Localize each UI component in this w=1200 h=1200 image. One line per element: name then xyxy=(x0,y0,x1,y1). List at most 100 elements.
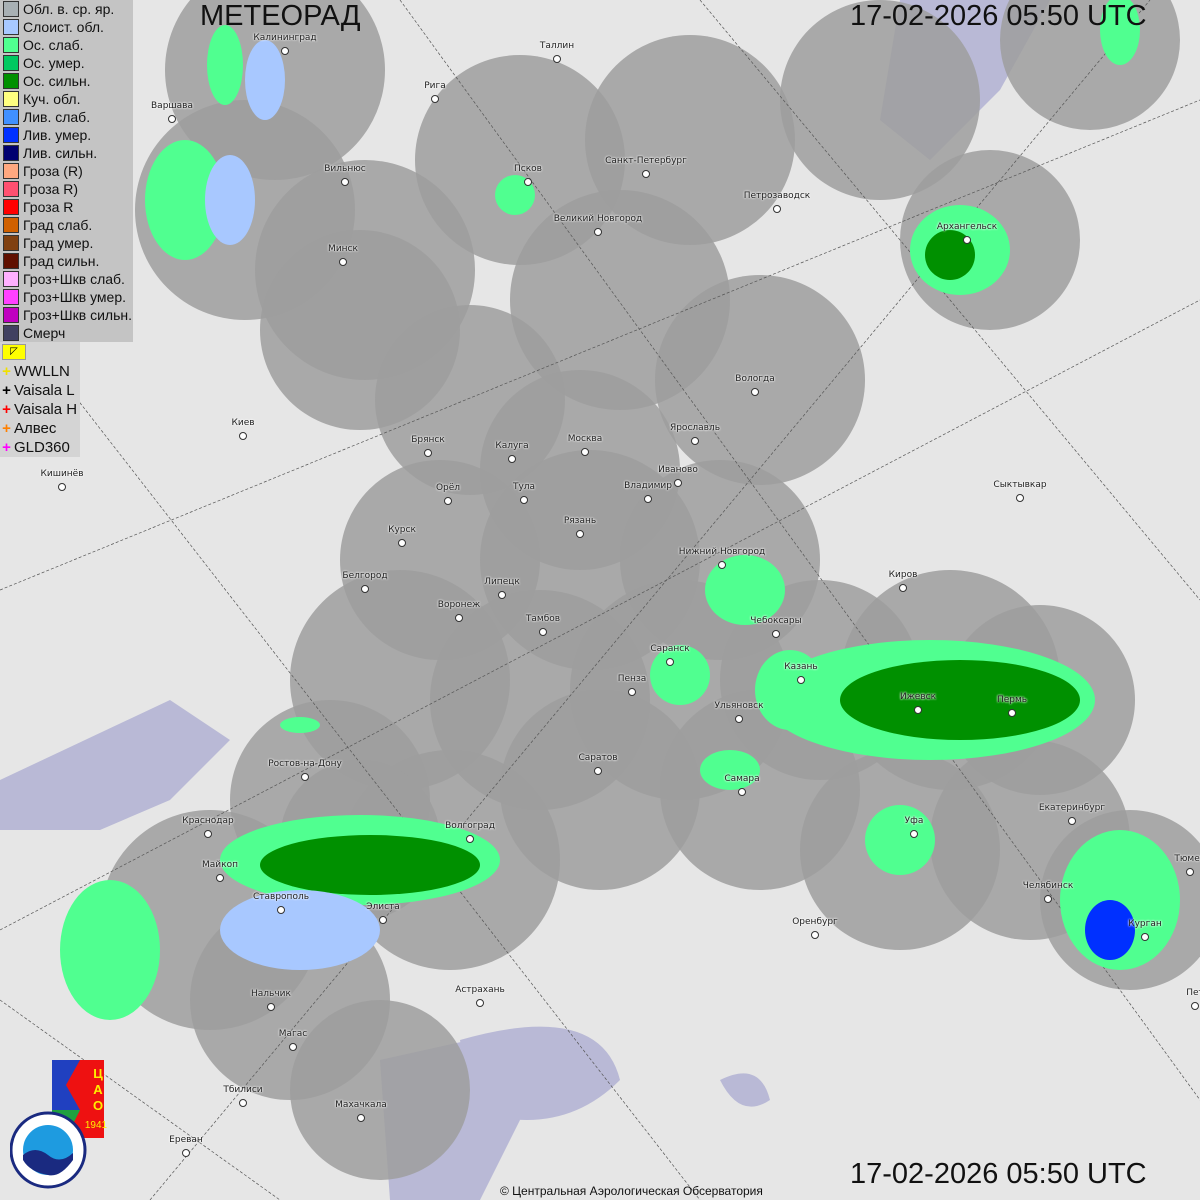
legend-item: Гроза R xyxy=(0,198,133,216)
city-label: Майкоп xyxy=(202,860,238,870)
precip-echo xyxy=(650,645,710,705)
lightning-source-item: + GLD360 xyxy=(0,438,80,457)
city-label: Оренбург xyxy=(792,917,838,927)
city-marker xyxy=(466,835,474,843)
city-label: Волгоград xyxy=(445,821,495,831)
radar-coverage xyxy=(100,0,1200,1180)
legend-item: Куч. обл. xyxy=(0,90,133,108)
graticule-line xyxy=(0,299,701,1200)
city-marker xyxy=(216,874,224,882)
city-marker xyxy=(642,170,650,178)
city-marker xyxy=(58,483,66,491)
radar-toggle-button[interactable]: ◸ xyxy=(2,344,26,360)
legend-swatch xyxy=(3,109,19,125)
legend-item: Гроз+Шкв слаб. xyxy=(0,270,133,288)
city-marker xyxy=(735,715,743,723)
legend-item: Обл. в. ср. яр. xyxy=(0,0,133,18)
precip-echo xyxy=(280,717,320,733)
city-label: Владимир xyxy=(624,481,672,491)
city-label: Великий Новгород xyxy=(553,214,643,224)
precip-echo xyxy=(865,805,935,875)
city-marker xyxy=(910,830,918,838)
city-marker xyxy=(301,773,309,781)
legend-label: Град слаб. xyxy=(23,217,93,233)
precip-echo xyxy=(245,40,285,120)
city-marker xyxy=(379,916,387,924)
city-marker xyxy=(811,931,819,939)
city-label: Пенза xyxy=(617,674,647,684)
city-marker xyxy=(674,479,682,487)
water-area xyxy=(0,700,230,830)
city-marker xyxy=(963,236,971,244)
city-marker xyxy=(772,630,780,638)
legend-label: Гроза R xyxy=(23,199,74,215)
legend-swatch xyxy=(3,55,19,71)
legend-swatch xyxy=(3,1,19,17)
city-marker xyxy=(182,1149,190,1157)
city-marker xyxy=(1016,494,1024,502)
city-label: Калуга xyxy=(495,441,529,451)
legend-swatch xyxy=(3,253,19,269)
city-label: Вильнюс xyxy=(324,164,366,174)
city-marker xyxy=(718,561,726,569)
city-label: Рязань xyxy=(563,516,597,526)
legend-label: Ос. сильн. xyxy=(23,73,91,89)
legend-item: Град умер. xyxy=(0,234,133,252)
precip-echo xyxy=(205,155,255,245)
lightning-cross-icon: + xyxy=(2,363,11,380)
city-label: Таллин xyxy=(539,41,575,51)
city-marker xyxy=(576,530,584,538)
city-marker xyxy=(581,448,589,456)
svg-text:Ц: Ц xyxy=(93,1066,103,1081)
city-label: Нальчик xyxy=(251,989,291,999)
legend-swatch xyxy=(3,289,19,305)
legend-label: Град умер. xyxy=(23,235,94,251)
city-label: Рига xyxy=(424,81,446,91)
city-label: Уфа xyxy=(904,816,924,826)
precip-echo xyxy=(260,835,480,895)
city-marker xyxy=(361,585,369,593)
city-label: Вологда xyxy=(735,374,775,384)
legend-label: Гроз+Шкв умер. xyxy=(23,289,127,305)
city-marker xyxy=(628,688,636,696)
precipitation-legend: Обл. в. ср. яр. Слоист. обл. Ос. слаб. Ос. … xyxy=(0,0,133,342)
city-marker xyxy=(398,539,406,547)
city-marker xyxy=(289,1043,297,1051)
legend-swatch xyxy=(3,199,19,215)
legend-swatch xyxy=(3,271,19,287)
city-marker xyxy=(899,584,907,592)
svg-text:О: О xyxy=(93,1098,103,1113)
city-marker xyxy=(267,1003,275,1011)
lightning-source-item: + Алвес xyxy=(0,419,80,438)
city-label: Нижний Новгород xyxy=(678,547,766,557)
lightning-label: Vaisala L xyxy=(14,382,75,399)
lightning-label: GLD360 xyxy=(14,439,70,456)
city-label: Санкт-Петербург xyxy=(605,156,687,166)
legend-item: Гроз+Шкв умер. xyxy=(0,288,133,306)
city-label: Тула xyxy=(512,482,536,492)
city-marker xyxy=(644,495,652,503)
logos: Ц А О 1941 xyxy=(9,1060,110,1194)
legend-label: Ос. умер. xyxy=(23,55,85,71)
city-marker xyxy=(508,455,516,463)
city-label: Магас xyxy=(278,1029,308,1039)
city-marker xyxy=(520,496,528,504)
city-marker xyxy=(431,95,439,103)
city-label: Тюмен xyxy=(1174,854,1200,864)
city-label: Курган xyxy=(1128,919,1162,929)
legend-label: Гроза (R) xyxy=(23,163,83,179)
city-marker xyxy=(239,1099,247,1107)
city-label: Калининград xyxy=(253,33,317,43)
city-marker xyxy=(1186,868,1194,876)
legend-label: Обл. в. ср. яр. xyxy=(23,1,115,17)
city-label: Махачкала xyxy=(335,1100,387,1110)
lightning-cross-icon: + xyxy=(2,401,11,418)
radar-coverage-circle xyxy=(655,275,865,485)
legend-item: Град слаб. xyxy=(0,216,133,234)
legend-swatch xyxy=(3,325,19,341)
legend-label: Лив. умер. xyxy=(23,127,92,143)
legend-swatch xyxy=(3,235,19,251)
city-label: Петрозаводск xyxy=(743,191,811,201)
city-label: Ярославль xyxy=(669,423,721,433)
